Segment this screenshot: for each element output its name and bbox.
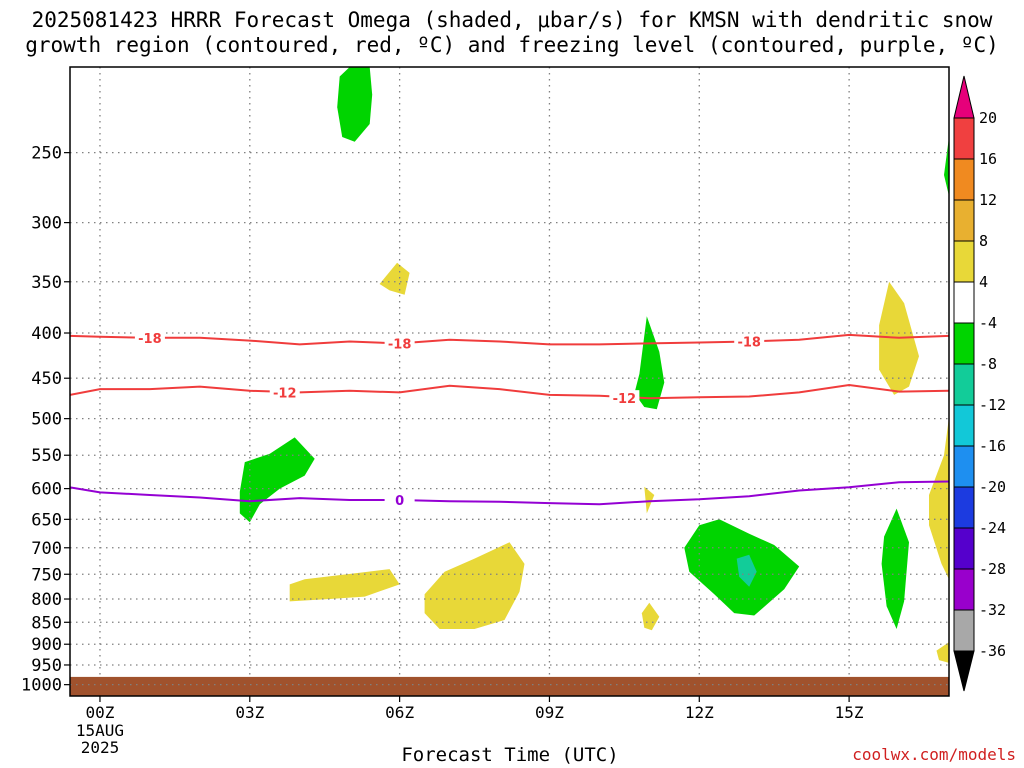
y-tick-label-1000: 1000 [21,676,62,696]
y-tick-label-650: 650 [31,510,62,530]
contour-label-bg [384,491,415,508]
colorbar-segment-7 [953,322,975,365]
omega-region-10 [644,486,655,514]
colorbar-label--12: -12 [979,396,1006,414]
plot-frame [69,66,950,697]
colorbar-segment-4 [953,445,975,488]
x-tick-label-12Z: 12Z [685,703,714,722]
omega-region-7 [239,437,315,523]
colorbar-label-8: 8 [979,232,988,250]
x-axis-label: Forecast Time (UTC) [401,744,619,766]
y-tick-label-600: 600 [31,480,62,500]
omega-region-8 [289,569,400,602]
x-tick-label-00Z: 00Z [86,703,115,722]
y-tick-label-750: 750 [31,565,62,585]
contour-line-0 [70,480,949,506]
omega-region-0 [337,67,373,142]
colorbar-segment-3 [953,486,975,529]
colorbar-segment-11 [953,158,975,201]
colorbar-label--4: -4 [979,314,997,332]
omega-region-5 [929,417,949,580]
x-tick-sublabel: 15AUG [76,721,124,740]
omega-region-4 [944,137,949,197]
contour-label-bg [609,390,640,407]
colorbar-segment-5 [953,404,975,447]
colorbar-high-arrow [953,75,975,119]
colorbar-label--28: -28 [979,560,1006,578]
title-line-1: 2025081423 HRRR Forecast Omega (shaded, … [31,8,993,32]
y-tick-label-300: 300 [31,214,62,234]
y-tick-label-700: 700 [31,539,62,559]
y-tick-label-800: 800 [31,590,62,610]
colorbar-label--16: -16 [979,437,1006,455]
colorbar-label-16: 16 [979,150,997,168]
colorbar-segment-10 [953,199,975,242]
y-tick-label-550: 550 [31,446,62,466]
contour-label--18: -18 [737,336,761,351]
colorbar-label-12: 12 [979,191,997,209]
omega-region-6 [936,642,949,663]
colorbar-label-4: 4 [979,273,988,291]
contour-label--12: -12 [273,386,297,401]
x-tick-label-15Z: 15Z [835,703,864,722]
chart-title: 2025081423 HRRR Forecast Omega (shaded, … [0,8,1024,58]
x-tick-sublabel: 2025 [81,738,120,757]
colorbar-segment-0 [953,609,975,652]
contour-line--12 [70,383,949,400]
omega-region-9 [424,542,525,629]
y-tick-label-900: 900 [31,635,62,655]
colorbar-segment-8 [953,281,975,324]
colorbar-segment-9 [953,240,975,283]
contour-label-bg [734,333,765,350]
x-tick-label-03Z: 03Z [235,703,264,722]
colorbar-low-arrow [953,650,975,692]
omega-region-11 [641,602,660,631]
ground-layer [70,676,949,696]
colorbar-label--32: -32 [979,601,1006,619]
contour-label-bg [269,384,300,401]
omega-region-2 [634,316,665,410]
contour-label--18: -18 [138,332,162,347]
y-tick-label-450: 450 [31,369,62,389]
contour-label--18: -18 [388,337,412,352]
colorbar-label--20: -20 [979,478,1006,496]
colorbar-segment-1 [953,568,975,611]
x-tick-label-06Z: 06Z [385,703,414,722]
footer-url[interactable]: coolwx.com/models [852,745,1016,764]
contour-label-bg [384,335,415,352]
colorbar-label--36: -36 [979,642,1006,660]
y-tick-label-350: 350 [31,273,62,293]
y-tick-label-400: 400 [31,324,62,344]
y-tick-label-850: 850 [31,613,62,633]
colorbar-label-20: 20 [979,109,997,127]
colorbar-segment-12 [953,117,975,160]
omega-region-14 [881,508,909,629]
y-tick-label-950: 950 [31,656,62,676]
omega-region-13 [736,554,757,587]
y-tick-label-500: 500 [31,410,62,430]
contour-label-bg [134,329,165,346]
colorbar-label--8: -8 [979,355,997,373]
colorbar-label--24: -24 [979,519,1006,537]
contour-label--12: -12 [613,392,637,407]
contour-label-0: 0 [395,494,404,509]
x-tick-label-09Z: 09Z [535,703,564,722]
contour-line--18 [70,333,949,346]
y-tick-label-250: 250 [31,144,62,164]
colorbar-segment-2 [953,527,975,570]
colorbar-segment-6 [953,363,975,406]
omega-region-1 [379,262,410,295]
title-line-2: growth region (contoured, red, ºC) and f… [25,33,999,57]
